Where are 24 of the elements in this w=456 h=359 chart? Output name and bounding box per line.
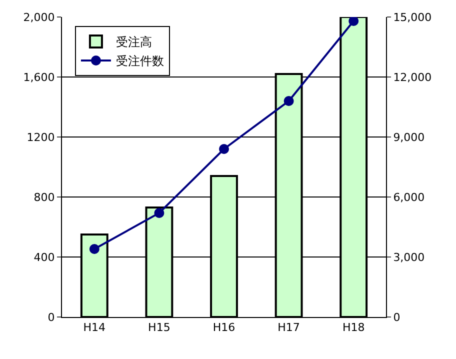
y2-tick-label: 3,000 xyxy=(393,250,425,264)
y-tick-label: 1,600 xyxy=(23,70,55,84)
x-tick-label: H16 xyxy=(212,321,236,334)
y-tick-label: 400 xyxy=(34,250,55,264)
y-tick-label: 800 xyxy=(34,190,55,204)
x-tick-label: H15 xyxy=(148,321,170,334)
x-tick-label: H18 xyxy=(342,321,365,334)
y2-tick-label: 12,000 xyxy=(393,70,432,84)
point xyxy=(89,244,100,254)
y2-tick-label: 6,000 xyxy=(393,190,425,204)
y2-tick-label: 0 xyxy=(393,310,400,324)
point xyxy=(154,208,164,218)
point xyxy=(348,17,359,26)
y2-tick-label: 9,000 xyxy=(393,130,425,144)
point xyxy=(219,144,229,154)
x-tick-label: H17 xyxy=(278,321,300,334)
legend-label: 受注件数 xyxy=(116,54,164,68)
y2-tick-label: 15,000 xyxy=(393,10,432,24)
x-tick-label: H14 xyxy=(83,321,106,334)
y-tick-label: 2,000 xyxy=(23,10,55,24)
y-tick-label: 0 xyxy=(48,310,55,324)
legend-label: 受注高 xyxy=(116,35,152,50)
point xyxy=(284,96,294,106)
y-tick-label: 1200 xyxy=(26,130,55,144)
